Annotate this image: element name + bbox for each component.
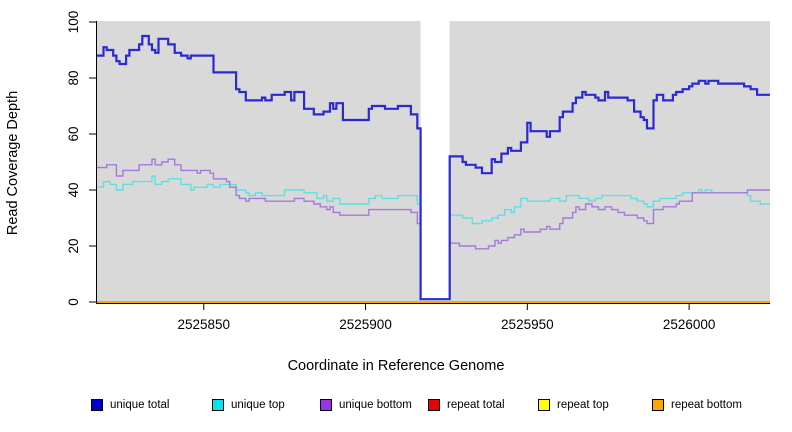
y-tick-label: 40: [66, 182, 81, 197]
series-lines: [97, 34, 770, 303]
series-line-unique-bottom: [97, 158, 421, 225]
series-line-unique-total: [97, 34, 770, 301]
y-axis-title: Read Coverage Depth: [5, 90, 21, 236]
y-tick-label: 80: [66, 70, 81, 85]
x-axis-ticks: 2525850 2525900 2525950 2526000: [177, 303, 715, 332]
axes: [96, 21, 770, 304]
y-tick-label: 100: [66, 11, 81, 34]
gap-band: [420, 21, 450, 301]
x-axis-title: Coordinate in Reference Genome: [287, 358, 505, 374]
x-tick-label: 2525900: [339, 317, 392, 332]
x-tick-label: 2526000: [663, 317, 716, 332]
y-tick-label: 60: [66, 126, 81, 141]
y-tick-label: 0: [66, 298, 81, 306]
y-tick-label: 20: [66, 238, 81, 253]
x-tick-label: 2525850: [177, 317, 230, 332]
y-axis-ticks: 0 20 40 60 80 100: [66, 11, 96, 306]
series-line-unique-bottom: [449, 189, 770, 250]
x-tick-label: 2525950: [501, 317, 554, 332]
series-line-unique-top: [97, 175, 421, 205]
gap-band-rect: [420, 21, 450, 301]
